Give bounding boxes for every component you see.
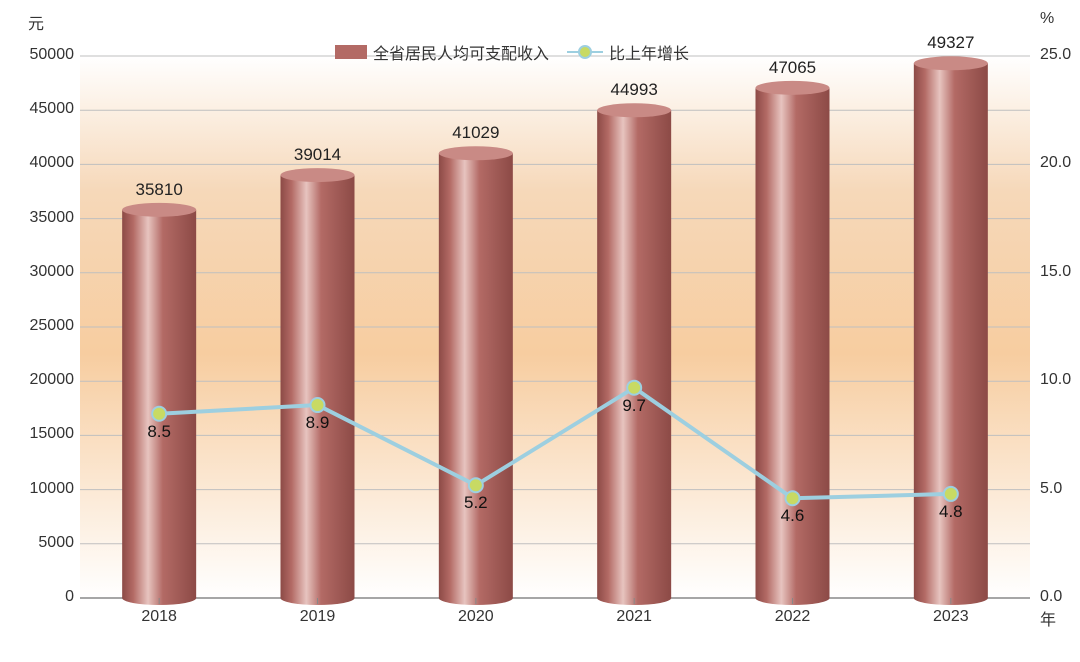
legend-bar-swatch xyxy=(335,45,367,59)
y-left-tick: 20000 xyxy=(14,371,74,389)
bar-value-label: 44993 xyxy=(584,80,684,100)
y-left-tick: 40000 xyxy=(14,154,74,172)
legend-line-label: 比上年增长 xyxy=(609,40,689,64)
y-right-tick: 15.0 xyxy=(1040,263,1080,281)
growth-marker xyxy=(152,407,166,421)
y-left-tick: 50000 xyxy=(14,46,74,64)
line-value-label: 4.8 xyxy=(921,502,981,522)
growth-marker xyxy=(469,478,483,492)
y-left-tick: 30000 xyxy=(14,263,74,281)
bar xyxy=(914,56,988,605)
x-tick: 2022 xyxy=(743,608,843,626)
line-value-label: 8.5 xyxy=(129,422,189,442)
x-tick: 2018 xyxy=(109,608,209,626)
bar-value-label: 47065 xyxy=(743,58,843,78)
bar-value-label: 35810 xyxy=(109,180,209,200)
x-tick: 2023 xyxy=(901,608,1001,626)
income-chart: 元% 年 0 5000 10000 15000 20000 25000 30000 35000 40… xyxy=(0,0,1080,662)
y-left-tick: 45000 xyxy=(14,100,74,118)
growth-marker xyxy=(786,491,800,505)
y-left-tick: 15000 xyxy=(14,425,74,443)
y-right-tick: 10.0 xyxy=(1040,371,1080,389)
x-tick: 2019 xyxy=(268,608,368,626)
y-right-tick: 20.0 xyxy=(1040,154,1080,172)
x-title: 年 xyxy=(1040,606,1056,630)
bar xyxy=(122,203,196,605)
y-right-tick: 0.0 xyxy=(1040,588,1080,606)
legend: 全省居民人均可支配收入 比上年增长 xyxy=(335,40,689,64)
line-value-label: 4.6 xyxy=(763,506,823,526)
x-tick: 2021 xyxy=(584,608,684,626)
y-right-tick: 5.0 xyxy=(1040,480,1080,498)
growth-marker xyxy=(311,398,325,412)
line-value-label: 5.2 xyxy=(446,493,506,513)
growth-marker xyxy=(627,381,641,395)
bar xyxy=(756,81,830,605)
legend-line-swatch xyxy=(567,51,603,53)
y-left-title: 元 xyxy=(28,10,44,34)
y-left-tick: 35000 xyxy=(14,209,74,227)
line-value-label: 9.7 xyxy=(604,396,664,416)
bar-value-label: 39014 xyxy=(268,145,368,165)
legend-bar-label: 全省居民人均可支配收入 xyxy=(373,40,549,64)
y-left-tick: 25000 xyxy=(14,317,74,335)
bar-value-label: 41029 xyxy=(426,123,526,143)
bar xyxy=(597,103,671,605)
x-tick: 2020 xyxy=(426,608,526,626)
bar-value-label: 49327 xyxy=(901,33,1001,53)
bar xyxy=(281,168,355,605)
growth-marker xyxy=(944,487,958,501)
y-left-tick: 10000 xyxy=(14,480,74,498)
y-right-tick: 25.0 xyxy=(1040,46,1080,64)
y-left-tick: 0 xyxy=(14,588,74,606)
y-left-tick: 5000 xyxy=(14,534,74,552)
y-right-title: % xyxy=(1040,10,1054,28)
bar xyxy=(439,146,513,605)
line-value-label: 8.9 xyxy=(288,413,348,433)
